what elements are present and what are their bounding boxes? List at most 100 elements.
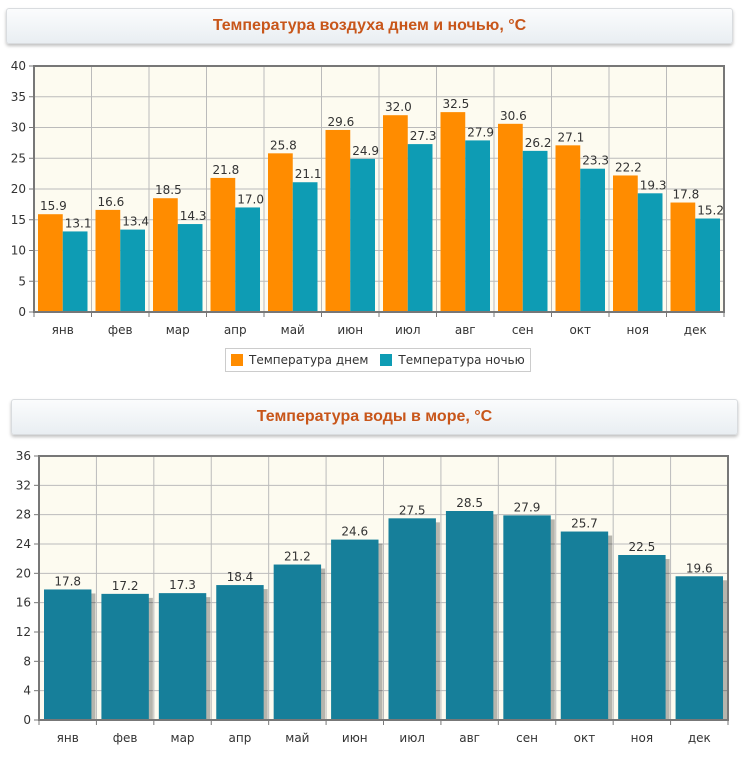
data-label: 26.2 xyxy=(525,136,552,150)
bar-series1 xyxy=(618,555,666,720)
bar-series1 xyxy=(216,585,264,720)
x-tick-label: мар xyxy=(166,323,190,337)
bar-series1 xyxy=(613,175,638,312)
x-tick-label: май xyxy=(281,323,305,337)
legend-swatch-day xyxy=(231,354,243,366)
data-label: 16.6 xyxy=(98,195,125,209)
x-tick-label: апр xyxy=(224,323,247,337)
x-tick-label: окт xyxy=(569,323,591,337)
legend-label-day: Температура днем xyxy=(249,353,369,367)
x-tick-label: сен xyxy=(512,323,534,337)
y-tick-label: 5 xyxy=(18,274,26,288)
plot-frame xyxy=(38,455,729,721)
bar-series2 xyxy=(177,224,203,312)
bar-series1 xyxy=(440,112,466,312)
data-label: 19.3 xyxy=(640,178,667,192)
air-temp-chart-title-bar: Температура воздуха днем и ночью, °C xyxy=(6,8,733,44)
x-tick-label: апр xyxy=(229,731,252,745)
x-tick-label: фев xyxy=(113,731,138,745)
bar-series1 xyxy=(503,515,551,720)
bar-series1 xyxy=(44,589,92,720)
data-label: 22.2 xyxy=(615,160,642,174)
data-label: 27.3 xyxy=(410,129,437,143)
x-tick-label: янв xyxy=(52,323,74,337)
x-tick-label: янв xyxy=(57,731,79,745)
x-tick-label: июн xyxy=(342,731,368,745)
x-tick-label: мар xyxy=(171,731,195,745)
y-tick-label: 12 xyxy=(16,625,31,639)
x-tick-label: май xyxy=(285,731,309,745)
bar-series2 xyxy=(580,168,605,312)
legend-label-night: Температура ночью xyxy=(398,353,525,367)
data-label: 25.8 xyxy=(270,138,297,152)
data-label: 24.9 xyxy=(352,144,379,158)
bar-series1 xyxy=(445,511,494,720)
bar-series2 xyxy=(235,207,260,312)
air-temp-legend: Температура днем Температура ночью xyxy=(225,348,531,372)
legend-item-night[interactable]: Температура ночью xyxy=(380,353,525,367)
data-label: 21.1 xyxy=(295,167,322,181)
data-label: 14.3 xyxy=(180,209,207,223)
data-label: 29.6 xyxy=(328,115,355,129)
bar-series1 xyxy=(325,129,351,312)
data-label: 25.7 xyxy=(571,517,598,531)
bar-series1 xyxy=(210,177,236,312)
bar-series1 xyxy=(268,153,293,312)
data-label: 27.9 xyxy=(467,125,494,139)
x-tick-label: июл xyxy=(399,731,425,745)
bar-series2 xyxy=(292,182,318,312)
bar-series1 xyxy=(670,202,696,312)
y-tick-label: 20 xyxy=(16,566,31,580)
y-tick-label: 0 xyxy=(23,713,31,727)
bar-series1 xyxy=(158,593,207,720)
x-tick-label: ноя xyxy=(627,323,649,337)
x-tick-label: окт xyxy=(574,731,596,745)
bar-series2 xyxy=(407,144,433,312)
bar-series1 xyxy=(331,539,379,720)
water-temp-chart-title-bar: Температура воды в море, °C xyxy=(11,399,738,435)
data-label: 19.6 xyxy=(686,561,713,575)
data-label: 17.8 xyxy=(673,188,700,202)
legend-swatch-night xyxy=(380,354,393,366)
bar-series2 xyxy=(465,140,490,312)
y-tick-label: 30 xyxy=(11,121,26,135)
data-label: 18.4 xyxy=(227,570,254,584)
legend-item-day[interactable]: Температура днем xyxy=(231,353,368,367)
bar-series2 xyxy=(62,231,88,312)
data-label: 13.1 xyxy=(65,216,92,230)
data-label: 28.5 xyxy=(456,496,483,510)
x-tick-label: авг xyxy=(455,323,476,337)
plot-frame xyxy=(33,65,725,313)
x-tick-label: июл xyxy=(395,323,421,337)
bar-series2 xyxy=(522,150,548,312)
bar-series1 xyxy=(273,564,322,720)
bar-series1 xyxy=(95,209,121,312)
x-tick-label: дек xyxy=(688,731,711,745)
data-label: 17.2 xyxy=(112,579,139,593)
bar-series1 xyxy=(101,593,149,720)
bar-series1 xyxy=(153,198,178,312)
x-tick-label: июн xyxy=(337,323,363,337)
data-label: 17.8 xyxy=(54,574,81,588)
bar-series1 xyxy=(38,214,63,312)
bar-series1 xyxy=(560,531,609,720)
data-label: 18.5 xyxy=(155,183,182,197)
y-tick-label: 10 xyxy=(11,244,26,258)
data-label: 30.6 xyxy=(500,109,527,123)
y-tick-label: 40 xyxy=(11,59,26,73)
y-tick-label: 24 xyxy=(16,537,31,551)
data-label: 13.4 xyxy=(122,215,149,229)
y-tick-label: 20 xyxy=(11,182,26,196)
bar-series1 xyxy=(498,123,523,312)
y-tick-label: 0 xyxy=(18,305,26,319)
bar-series2 xyxy=(695,218,720,312)
y-tick-label: 4 xyxy=(23,684,31,698)
y-tick-label: 8 xyxy=(23,654,31,668)
data-label: 32.5 xyxy=(443,97,470,111)
y-tick-label: 36 xyxy=(16,449,31,463)
bar-series1 xyxy=(383,115,408,312)
y-tick-label: 16 xyxy=(16,596,31,610)
x-tick-label: фев xyxy=(108,323,133,337)
x-tick-label: авг xyxy=(459,731,480,745)
